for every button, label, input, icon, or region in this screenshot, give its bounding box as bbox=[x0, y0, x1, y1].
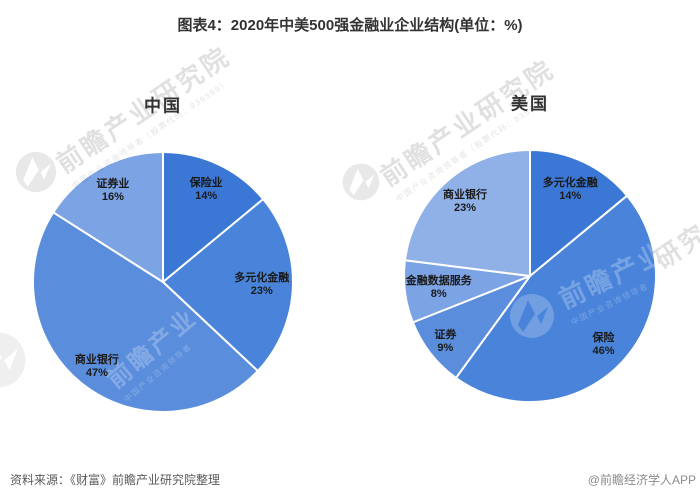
pie-1-slice-1 bbox=[454, 194, 657, 403]
credit-note: @前瞻经济学人APP bbox=[587, 473, 696, 487]
pie-0-slice-1 bbox=[162, 198, 294, 372]
pie-0-slice-2 bbox=[32, 211, 259, 413]
pie-1-slice-0 bbox=[529, 149, 629, 277]
figure-title: 图表4：2020年中美500强金融业企业结构(单位：%) bbox=[177, 17, 523, 34]
pie-0-slice-3 bbox=[52, 151, 164, 283]
pie-0-slice-0 bbox=[162, 151, 265, 283]
source-note: 资料来源：《财富》前瞻产业研究院整理 bbox=[10, 473, 221, 487]
pie-1-slice-4 bbox=[403, 149, 531, 277]
